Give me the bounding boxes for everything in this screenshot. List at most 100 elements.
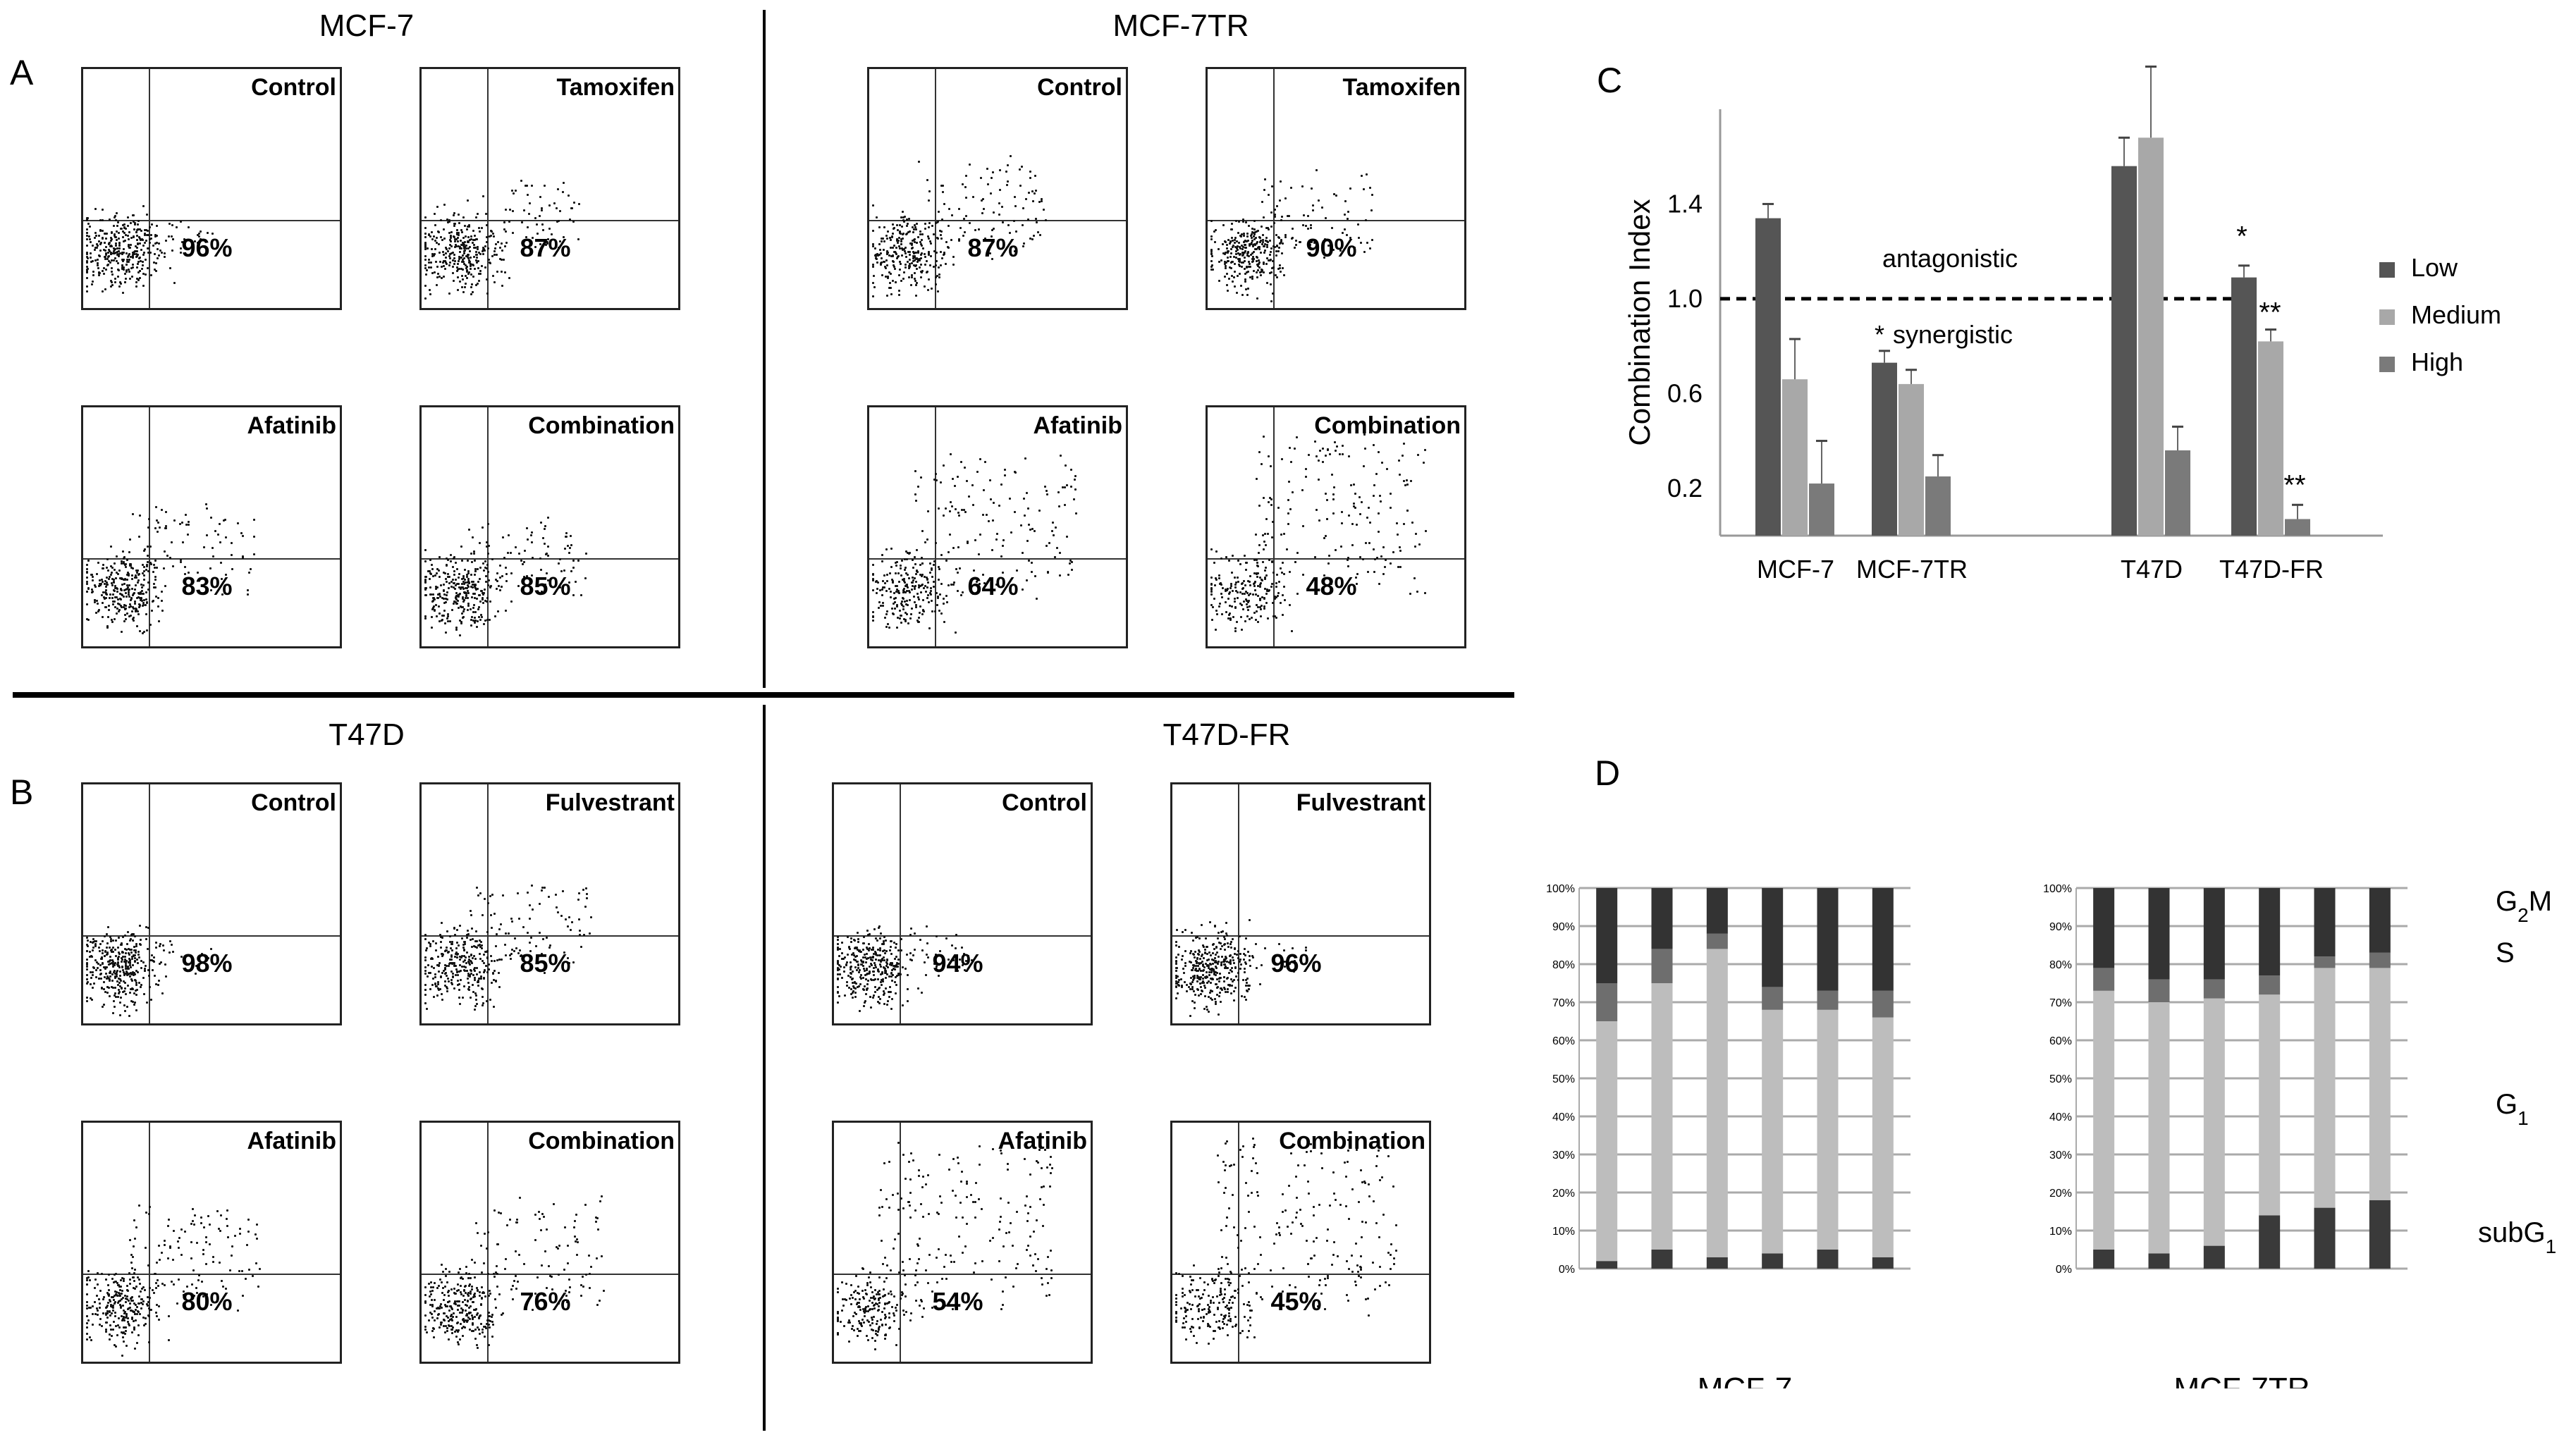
event-dot	[462, 968, 465, 971]
event-dot	[864, 973, 866, 976]
event-dot	[424, 989, 427, 992]
event-dot	[500, 242, 503, 245]
event-dot	[158, 526, 161, 529]
event-dot	[1385, 558, 1387, 561]
event-dot	[1403, 523, 1406, 526]
event-dot	[448, 581, 450, 584]
event-dot	[444, 1286, 447, 1288]
event-dot	[453, 600, 456, 603]
event-dot	[1355, 523, 1358, 526]
event-dot	[539, 195, 541, 198]
event-dot	[503, 556, 506, 559]
event-dot	[1289, 187, 1292, 190]
event-dot	[438, 970, 441, 973]
event-dot	[448, 257, 451, 259]
event-dot	[1249, 262, 1251, 265]
event-dot	[139, 260, 142, 263]
event-dot	[1396, 522, 1399, 525]
event-dot	[910, 607, 913, 610]
event-dot	[1265, 518, 1268, 521]
event-dot	[455, 968, 458, 971]
event-dot	[1323, 256, 1326, 259]
event-dot	[872, 970, 875, 973]
event-dot	[1224, 261, 1227, 264]
event-dot	[148, 242, 151, 245]
event-dot	[926, 538, 929, 541]
event-dot	[87, 618, 90, 621]
event-dot	[87, 235, 90, 238]
event-dot	[469, 1318, 472, 1321]
event-dot	[492, 1005, 495, 1008]
event-dot	[122, 240, 125, 243]
event-dot	[505, 241, 508, 244]
event-dot	[434, 252, 436, 255]
event-dot	[214, 529, 216, 532]
event-dot	[860, 963, 863, 966]
event-dot	[983, 238, 986, 240]
event-dot	[1342, 445, 1344, 448]
event-dot	[453, 926, 456, 929]
event-dot	[1235, 252, 1238, 255]
event-dot	[86, 963, 88, 966]
event-dot	[878, 925, 881, 928]
event-dot	[868, 973, 871, 975]
event-dot	[992, 502, 995, 505]
event-dot	[495, 945, 498, 948]
event-dot	[121, 268, 123, 271]
event-dot	[934, 221, 937, 224]
event-dot	[112, 999, 115, 1002]
event-dot	[915, 603, 918, 606]
event-dot	[131, 988, 134, 991]
event-dot	[934, 276, 937, 279]
event-dot	[588, 1272, 591, 1275]
event-dot	[94, 1301, 97, 1304]
event-dot	[446, 591, 449, 593]
event-dot	[424, 273, 427, 276]
event-dot	[863, 942, 866, 944]
event-dot	[161, 591, 164, 593]
event-dot	[105, 585, 108, 588]
event-dot	[879, 588, 882, 591]
event-dot	[467, 577, 470, 580]
event-dot	[486, 901, 489, 904]
event-dot	[1352, 483, 1355, 486]
event-dot	[119, 1305, 122, 1307]
event-dot	[531, 531, 534, 534]
event-dot	[493, 1275, 496, 1278]
event-dot	[894, 947, 897, 949]
event-dot	[130, 1267, 133, 1269]
event-dot	[517, 1280, 520, 1283]
event-dot	[919, 605, 921, 608]
event-dot	[442, 1286, 445, 1289]
event-dot	[914, 606, 917, 609]
event-dot	[1268, 239, 1271, 242]
event-dot	[125, 1295, 128, 1298]
event-dot	[1005, 170, 1007, 173]
event-dot	[1263, 188, 1265, 191]
event-dot	[142, 593, 145, 596]
event-dot	[482, 954, 485, 956]
event-dot	[922, 609, 925, 612]
flow-plot	[81, 782, 342, 1025]
event-dot	[204, 1263, 207, 1266]
event-dot	[173, 1229, 176, 1232]
flow-plot	[81, 67, 342, 310]
event-dot	[927, 235, 930, 238]
event-dot	[102, 270, 104, 273]
event-dot	[433, 598, 436, 601]
event-dot	[138, 1282, 141, 1285]
event-dot	[883, 586, 886, 588]
event-dot	[1259, 271, 1262, 274]
event-dot	[470, 235, 472, 238]
event-dot	[493, 970, 496, 973]
event-dot	[887, 1000, 890, 1003]
event-dot	[952, 256, 955, 259]
event-dot	[146, 947, 149, 950]
event-dot	[145, 233, 148, 236]
event-dot	[1290, 461, 1293, 464]
event-dot	[254, 1233, 257, 1235]
event-dot	[115, 577, 118, 579]
quadrant-vertical-gate	[934, 407, 936, 646]
event-dot	[86, 285, 88, 288]
event-dot	[928, 250, 931, 253]
